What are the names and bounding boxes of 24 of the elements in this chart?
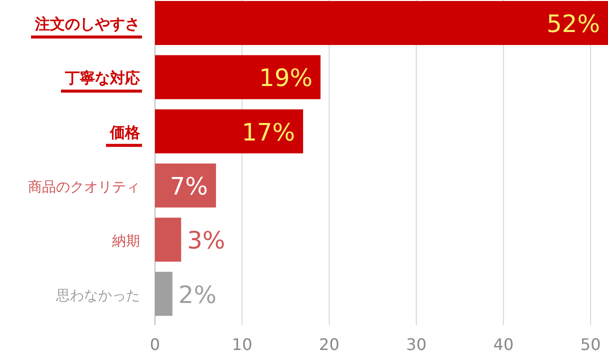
y-tick-label: 商品のクオリティ <box>28 180 140 196</box>
data-label: 19% <box>259 64 313 92</box>
y-tick-label: 注文のしやすさ <box>34 15 140 33</box>
bar <box>155 272 172 316</box>
bar <box>155 55 321 100</box>
x-tick-label: 10 <box>232 335 252 354</box>
data-label: 17% <box>242 118 296 146</box>
y-tick-label: 思わなかった <box>55 288 140 304</box>
data-label: 3% <box>187 226 226 255</box>
data-label: 2% <box>178 280 216 309</box>
x-tick-label: 30 <box>406 335 427 354</box>
x-tick-label: 20 <box>319 335 340 354</box>
y-tick-label: 納期 <box>112 234 140 250</box>
x-tick-label: 0 <box>150 335 160 354</box>
bar <box>155 1 608 45</box>
bar <box>155 164 216 208</box>
bar <box>155 109 304 154</box>
y-tick-label: 丁寧な対応 <box>64 69 140 88</box>
x-tick-label: 50 <box>580 335 601 354</box>
data-label: 52% <box>546 10 600 38</box>
data-label: 7% <box>170 172 208 200</box>
y-tick-label: 価格 <box>109 123 141 142</box>
x-tick-label: 40 <box>493 335 514 354</box>
bar <box>155 218 182 262</box>
